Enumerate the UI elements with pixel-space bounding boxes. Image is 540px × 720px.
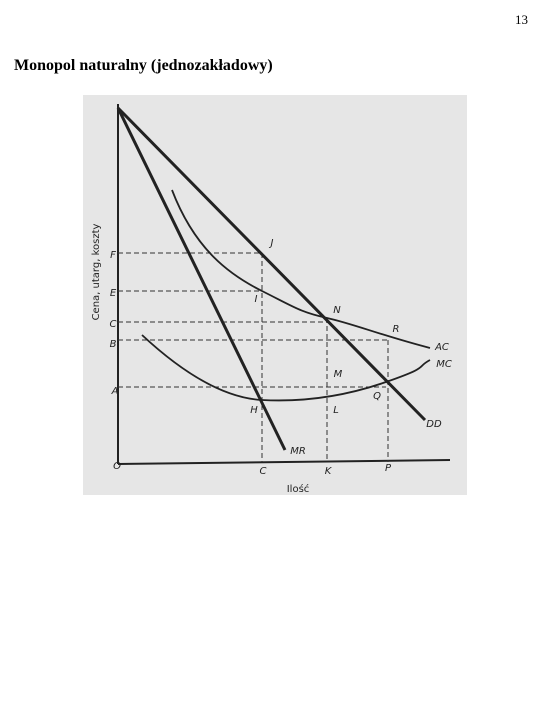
y-axis-letter: A xyxy=(111,386,119,397)
point-label: I xyxy=(255,294,258,305)
x-axis-title: Ilość xyxy=(287,483,310,495)
mc-curve xyxy=(141,334,431,402)
point-label: M xyxy=(334,369,343,380)
curve-label: MC xyxy=(436,359,452,370)
x-axis xyxy=(117,459,451,465)
page-title: Monopol naturalny (jednozakładowy) xyxy=(14,57,273,74)
y-axis-letter: C xyxy=(110,319,117,330)
curve-label: AC xyxy=(434,342,449,353)
mr-curve xyxy=(116,107,287,451)
point-label: R xyxy=(393,324,400,335)
x-axis-letter: C xyxy=(260,466,267,477)
ac-curve xyxy=(171,189,431,349)
x-axis-letter: K xyxy=(325,466,333,477)
demand-curve xyxy=(116,106,427,422)
point-label: J xyxy=(269,238,274,249)
point-label: N xyxy=(333,305,341,316)
x-axis-letter: P xyxy=(385,463,392,474)
curve-label: MR xyxy=(290,446,306,457)
y-axis-letter: F xyxy=(110,250,116,261)
curve-label: DD xyxy=(426,419,442,430)
origin-label: O xyxy=(113,461,121,472)
point-label: H xyxy=(250,405,258,416)
page-number: 13 xyxy=(515,12,528,27)
point-label: L xyxy=(333,405,339,416)
y-axis-title: Cena, utarg, koszty xyxy=(91,224,102,321)
y-axis-letter: E xyxy=(110,288,117,299)
point-label: Q xyxy=(373,391,381,402)
y-axis-letter: B xyxy=(110,339,117,350)
